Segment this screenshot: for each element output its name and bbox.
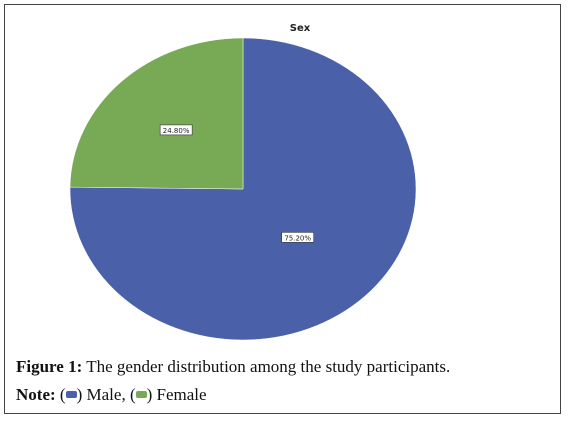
value-label-box [159,124,193,136]
legend-label: Male [86,385,122,404]
figure-frame [4,4,561,414]
legend-label: Female [156,385,207,404]
caption-text: The gender distribution among the study … [86,357,451,376]
chart: Sex 75.20% 24.80% [69,23,417,341]
chart-title: Sex [290,23,311,34]
value-label-box [281,232,315,243]
value-label: 75.20% [284,234,311,242]
caption-line: Figure 1: The gender distribution among … [16,357,450,377]
note-label: Note: [16,385,56,404]
legend-swatch [135,391,147,398]
legend-swatch [65,391,77,398]
value-label: 24.80% [163,127,190,135]
figure-label: Figure 1: [16,357,83,376]
note-line: Note: () Male, () Female [16,385,207,404]
pie-slice [69,37,244,190]
